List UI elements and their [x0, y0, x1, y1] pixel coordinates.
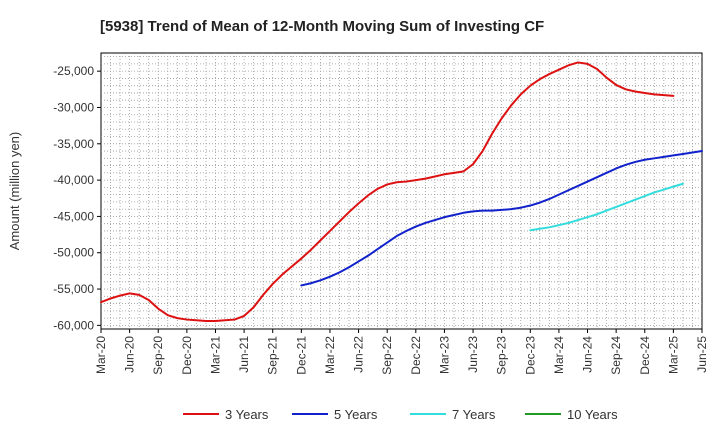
x-tick-label: Jun-21: [237, 336, 251, 373]
grid-lines: [101, 53, 702, 329]
chart-title: [5938] Trend of Mean of 12-Month Moving …: [100, 18, 544, 35]
y-tick-label: -50,000: [53, 246, 94, 260]
series-line-5-years: [300, 150, 703, 287]
legend: 3 Years 5 Years 7 Years 10 Years: [183, 407, 618, 422]
x-tick-label: Mar-25: [666, 336, 680, 374]
x-tick-label: Mar-23: [437, 336, 451, 374]
x-tick-label: Jun-23: [466, 336, 480, 373]
x-tick-label: Sep-24: [609, 336, 623, 375]
x-tick-label: Sep-23: [495, 336, 509, 375]
y-tick-label: -25,000: [53, 64, 94, 78]
y-tick-label: -40,000: [53, 173, 94, 187]
plot-area: [100, 52, 703, 330]
x-tick-label: Dec-23: [523, 336, 537, 375]
x-tick-label: Dec-24: [638, 336, 652, 375]
x-tick-label: Jun-20: [123, 336, 137, 373]
y-tick-label: -30,000: [53, 100, 94, 114]
series-line-7-years: [529, 182, 684, 232]
y-tick-label: -60,000: [53, 318, 94, 332]
x-tick-label: Dec-22: [409, 336, 423, 375]
x-tick-label: Sep-21: [266, 336, 280, 375]
y-axis-label: Amount (million yen): [7, 132, 22, 251]
x-tick-label: Mar-22: [323, 336, 337, 374]
legend-label-7-years: 7 Years: [452, 407, 496, 422]
legend-label-3-years: 3 Years: [225, 407, 269, 422]
y-tick-label: -55,000: [53, 282, 94, 296]
x-tick-label: Mar-20: [94, 336, 108, 374]
x-tick-label: Mar-24: [552, 336, 566, 374]
series-line-3-years: [100, 61, 675, 323]
x-tick-label: Dec-20: [180, 336, 194, 375]
x-tick-label: Sep-20: [151, 336, 165, 375]
x-tick-label: Jun-22: [352, 336, 366, 373]
x-tick-label: Mar-21: [208, 336, 222, 374]
y-tick-label: -35,000: [53, 137, 94, 151]
x-tick-label: Jun-25: [695, 336, 709, 373]
y-tick-label: -45,000: [53, 209, 94, 223]
x-tick-label: Jun-24: [581, 336, 595, 373]
x-tick-label: Sep-22: [380, 336, 394, 375]
x-axis-ticks: Mar-20 Jun-20 Sep-20 Dec-20 Mar-21 Jun-21 Sep-…: [94, 329, 709, 375]
legend-label-10-years: 10 Years: [567, 407, 618, 422]
series-lines: [100, 61, 703, 323]
y-axis-ticks: -25,000 -30,000 -35,000 -40,000 -45,000 -50,0…: [53, 64, 101, 332]
x-tick-label: Dec-21: [294, 336, 308, 375]
legend-label-5-years: 5 Years: [334, 407, 378, 422]
